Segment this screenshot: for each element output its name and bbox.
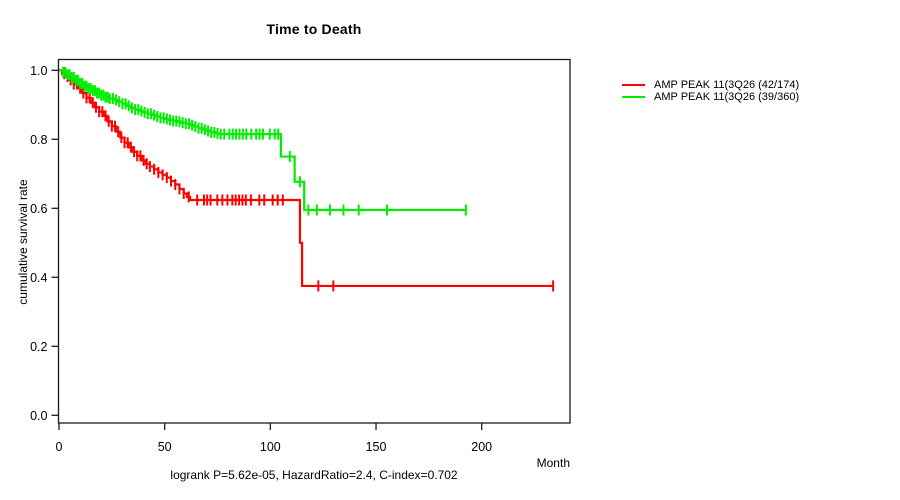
survival-curve-0 [59, 69, 554, 288]
y-tick-label: 0.4 [30, 271, 47, 285]
legend-line-green-icon [622, 96, 645, 98]
y-tick-label: 1.0 [30, 64, 47, 78]
y-tick-label: 0.8 [30, 133, 47, 147]
plot-box [57, 58, 571, 424]
legend-label-red: AMP PEAK 11(3Q26 (42/174) [654, 79, 800, 91]
y-tick-label: 0.0 [30, 409, 47, 423]
legend-label-green: AMP PEAK 11(3Q26 (39/360) [654, 91, 800, 103]
chart-title: Time to Death [266, 21, 362, 37]
x-tick-label: 200 [471, 440, 492, 454]
x-tick-label: 0 [56, 440, 63, 454]
y-tick-label: 0.6 [30, 202, 47, 216]
x-tick-label: 150 [366, 440, 387, 454]
x-tick-label: 50 [158, 440, 172, 454]
legend-entry-green: AMP PEAK 11(3Q26 (39/360) [622, 91, 799, 103]
statistics-caption: logrank P=5.62e-05, HazardRatio=2.4, C-i… [170, 468, 458, 482]
y-tick-label: 0.2 [30, 340, 47, 354]
x-axis-label: Month [536, 456, 570, 470]
legend-line-red-icon [622, 84, 645, 86]
legend: AMP PEAK 11(3Q26 (42/174) AMP PEAK 11(3Q… [622, 79, 799, 103]
legend-entry-red: AMP PEAK 11(3Q26 (42/174) [622, 79, 799, 91]
survival-curve-1 [59, 69, 466, 212]
x-tick-label: 100 [260, 440, 281, 454]
